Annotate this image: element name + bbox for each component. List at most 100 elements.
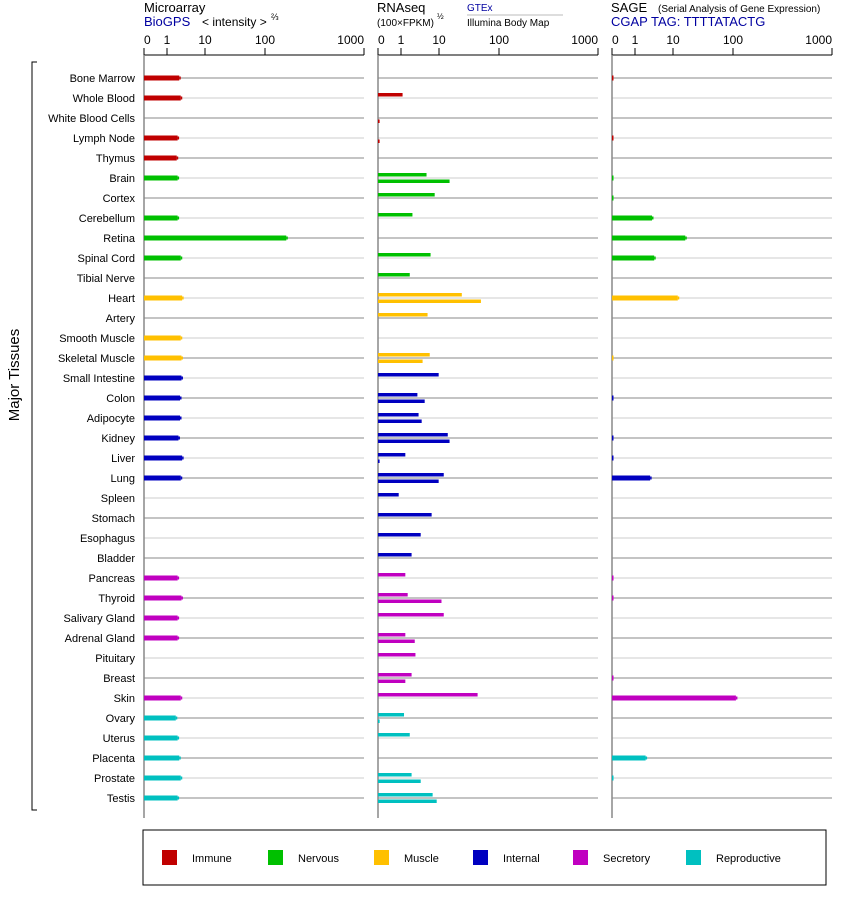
sage-bar-cap: [650, 476, 652, 480]
microarray-tick-label: 0: [144, 33, 151, 47]
rnaseq-illumina-bar: [378, 459, 380, 463]
biogps-link[interactable]: BioGPS: [144, 14, 191, 29]
tissue-label: Lymph Node: [73, 133, 135, 145]
sage-tick-label: 1000: [805, 33, 832, 47]
illumina-label: Illumina Body Map: [467, 18, 550, 29]
rnaseq-gtex-bar: [378, 573, 406, 577]
microarray-tick-label: 100: [255, 33, 275, 47]
microarray-bar: [144, 635, 178, 641]
rnaseq-gtex-bar: [378, 533, 421, 537]
microarray-bar: [144, 715, 176, 721]
sage-tick-label: 100: [723, 33, 743, 47]
microarray-bar-cap: [180, 396, 182, 400]
tissue-label: Colon: [106, 393, 135, 405]
sage-bar: [612, 775, 614, 781]
rnaseq-illumina-bar: [378, 779, 421, 783]
microarray-bar: [144, 415, 181, 421]
tissue-label: Skin: [114, 693, 135, 705]
microarray-bar-cap: [181, 596, 183, 600]
microarray-bar-cap: [180, 96, 183, 100]
tissue-label: Placenta: [92, 753, 136, 765]
gtex-link[interactable]: GTEx: [467, 3, 493, 14]
tissue-label: Adipocyte: [87, 413, 135, 425]
sage-bar: [612, 695, 736, 701]
tissue-label: Uterus: [103, 733, 136, 745]
microarray-tick-label: 10: [198, 33, 212, 47]
rnaseq-tick-label: 10: [432, 33, 446, 47]
rnaseq-gtex-bar: [378, 373, 439, 377]
tissue-label: Retina: [103, 233, 136, 245]
microarray-bar: [144, 595, 182, 601]
rnaseq-tick-label: 1: [398, 33, 405, 47]
rnaseq-gtex-bar: [378, 473, 444, 477]
sage-bar-cap: [685, 236, 687, 240]
sage-bar: [612, 75, 614, 81]
rnaseq-illumina-bar: [378, 119, 380, 123]
rnaseq-illumina-bar: [378, 719, 380, 723]
microarray-bar: [144, 175, 178, 181]
rnaseq-gtex-bar: [378, 293, 462, 297]
sage-bar: [612, 295, 678, 301]
microarray-bar-cap: [180, 336, 183, 340]
sage-bar: [612, 215, 652, 221]
rnaseq-gtex-bar: [378, 693, 478, 697]
microarray-bar: [144, 255, 181, 261]
rnaseq-gtex-bar: [378, 713, 405, 717]
sage-bar: [612, 675, 614, 681]
tissue-label: Salivary Gland: [63, 613, 135, 625]
microarray-bar-cap: [177, 136, 180, 140]
microarray-bar: [144, 795, 178, 801]
tissue-label: Tibial Nerve: [77, 273, 135, 285]
microarray-bar: [144, 455, 183, 461]
tissue-label: Esophagus: [80, 533, 136, 545]
cgap-tag-link[interactable]: CGAP TAG: TTTTATACTG: [611, 14, 765, 29]
rnaseq-illumina-bar: [378, 599, 442, 603]
rnaseq-gtex-bar: [378, 493, 399, 497]
rnaseq-illumina-bar: [378, 299, 481, 303]
microarray-bar-cap: [179, 76, 181, 80]
microarray-bar-cap: [180, 476, 183, 480]
microarray-title: Microarray: [144, 0, 206, 15]
microarray-bar: [144, 775, 181, 781]
rnaseq-gtex-bar: [378, 733, 410, 737]
tissue-label: Small Intestine: [63, 373, 135, 385]
rnaseq-unit: (100×FPKM): [377, 18, 434, 29]
rnaseq-tick-label: 100: [489, 33, 509, 47]
rnaseq-illumina-bar: [378, 639, 415, 643]
sage-bar: [612, 255, 655, 261]
rnaseq-illumina-bar: [378, 419, 422, 423]
sage-bar-cap: [645, 756, 648, 760]
microarray-bar-cap: [182, 296, 184, 300]
rnaseq-illumina-bar: [378, 359, 423, 363]
tissue-label: Brain: [109, 173, 135, 185]
rnaseq-gtex-bar: [378, 773, 412, 777]
microarray-bar-cap: [175, 716, 178, 720]
microarray-bar: [144, 215, 178, 221]
microarray-bar-cap: [181, 376, 183, 380]
tissue-label: Testis: [107, 793, 136, 805]
legend-swatch-nervous: [268, 850, 283, 865]
legend-label-secretory: Secretory: [603, 853, 651, 865]
legend-swatch-internal: [473, 850, 488, 865]
legend-swatch-muscle: [374, 850, 389, 865]
sage-bar: [612, 395, 614, 401]
microarray-bar: [144, 295, 183, 301]
sage-bar: [612, 355, 614, 361]
rnaseq-gtex-bar: [378, 433, 448, 437]
rnaseq-gtex-bar: [378, 353, 430, 357]
rnaseq-tick-label: 0: [378, 33, 385, 47]
tissue-label: Bladder: [97, 553, 135, 565]
rnaseq-illumina-bar: [378, 679, 406, 683]
sage-bar: [612, 575, 614, 581]
rnaseq-gtex-bar: [378, 453, 406, 457]
sage-tick-label: 1: [632, 33, 639, 47]
sage-bar: [612, 135, 614, 141]
rnaseq-illumina-bar: [378, 179, 450, 183]
legend-label-immune: Immune: [192, 853, 232, 865]
rnaseq-title: RNAseq: [377, 0, 425, 15]
tissue-label: Stomach: [92, 513, 135, 525]
microarray-bar-cap: [179, 756, 181, 760]
microarray-bar-cap: [286, 236, 288, 240]
legend-label-muscle: Muscle: [404, 853, 439, 865]
